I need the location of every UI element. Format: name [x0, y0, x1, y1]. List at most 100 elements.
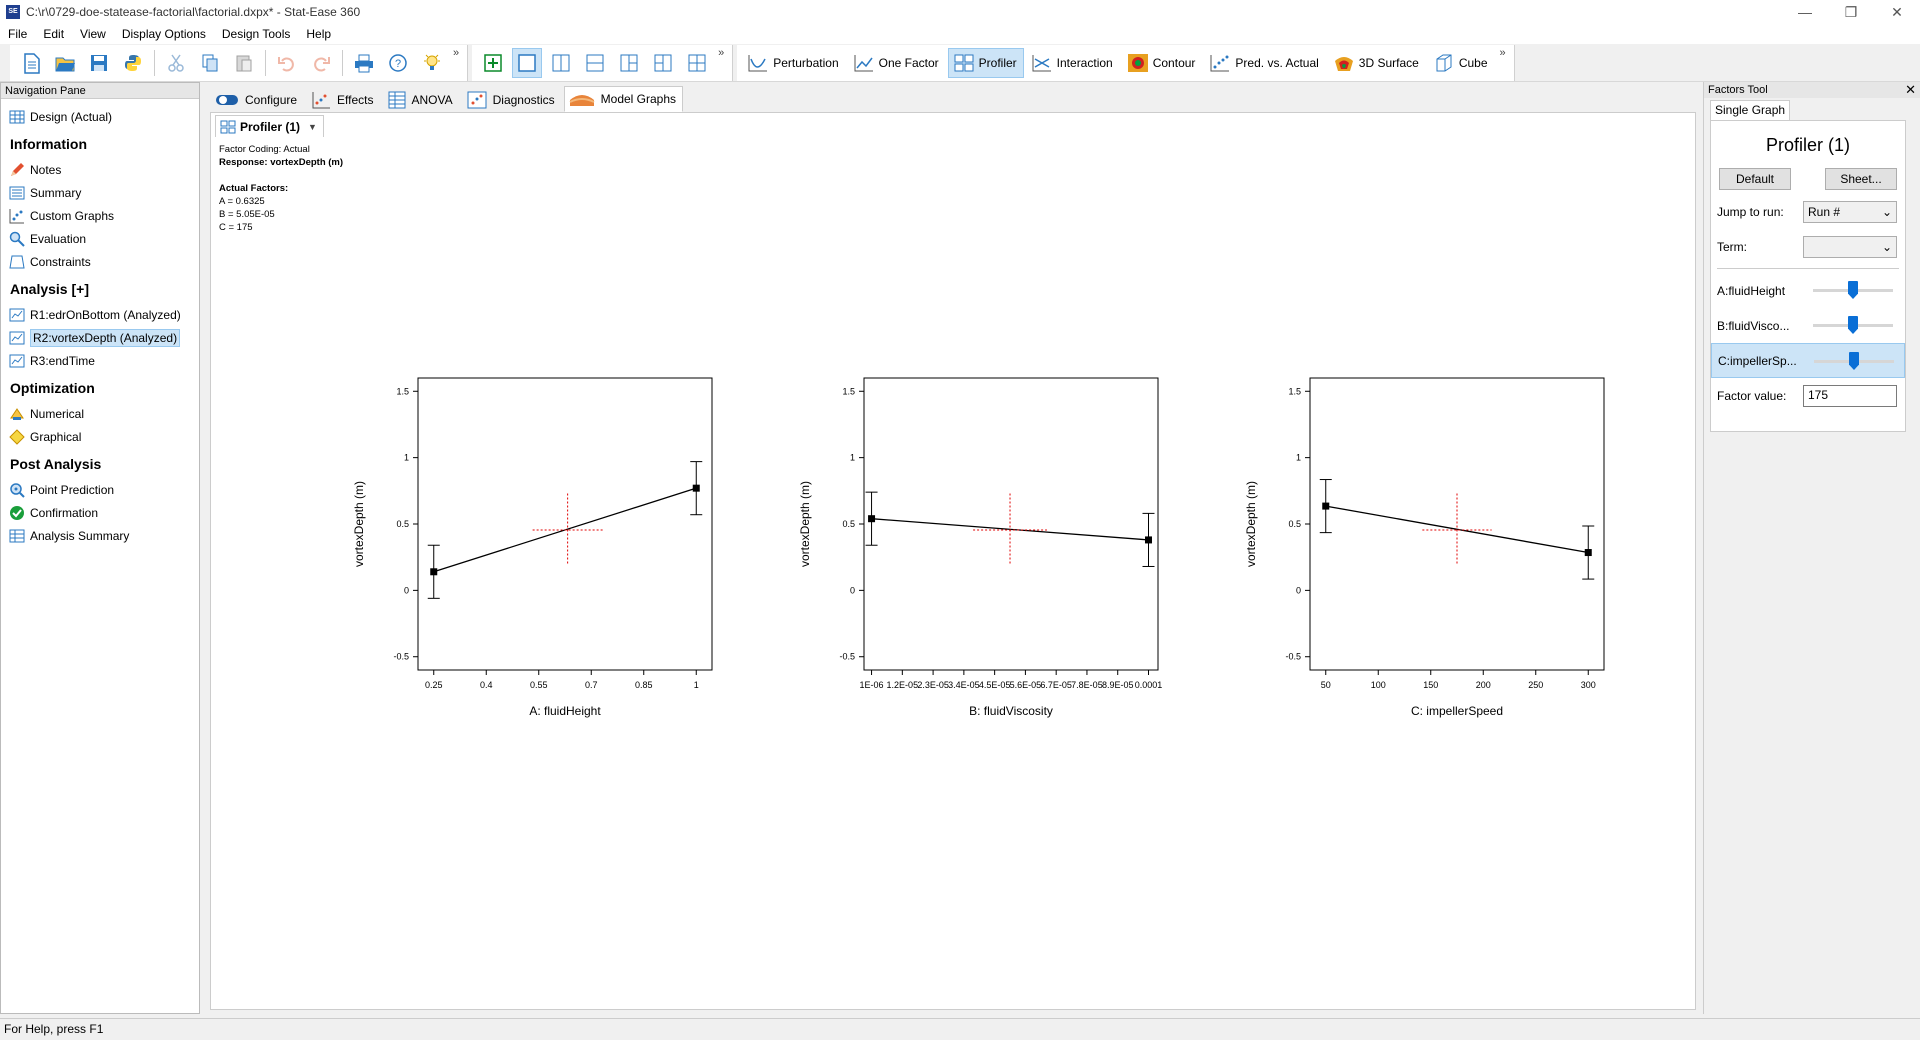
redo-icon[interactable] — [306, 48, 336, 78]
lightbulb-icon[interactable] — [417, 48, 447, 78]
nav-item-design[interactable]: Design (Actual) — [1, 105, 199, 128]
factor-value-input[interactable]: 175 — [1803, 384, 1897, 407]
save-icon[interactable] — [84, 48, 114, 78]
copy-icon[interactable] — [195, 48, 225, 78]
profiler-button[interactable]: Profiler — [947, 47, 1024, 78]
nav-item-r2[interactable]: R2:vortexDepth (Analyzed) — [1, 326, 199, 349]
tab-profiler-1[interactable]: Profiler (1) ▼ — [215, 115, 324, 137]
prediction-line — [871, 518, 1149, 541]
toolbar-overflow-icon[interactable]: » — [453, 46, 460, 59]
cut-icon[interactable] — [161, 48, 191, 78]
slider-thumb[interactable] — [1849, 352, 1859, 370]
title-bar: SE C:\r\0729-doe-statease-factorial\fact… — [0, 0, 1920, 24]
tab-single-graph[interactable]: Single Graph — [1710, 100, 1791, 120]
nav-item-numerical[interactable]: Numerical — [1, 402, 199, 425]
tab-anova[interactable]: ANOVA — [383, 88, 460, 112]
python-icon[interactable] — [118, 48, 148, 78]
y-tick-label: -0.5 — [839, 652, 855, 662]
x-axis-label: A: fluidHeight — [529, 704, 601, 718]
menu-view[interactable]: View — [80, 27, 106, 41]
term-select[interactable]: ⌄ — [1803, 235, 1897, 258]
slider-thumb[interactable] — [1848, 316, 1858, 334]
nav-item-label: Analysis Summary — [30, 528, 130, 543]
interaction-button[interactable]: Interaction — [1026, 48, 1120, 78]
new-file-icon[interactable] — [16, 48, 46, 78]
minimize-icon[interactable]: — — [1798, 4, 1812, 20]
menu-edit[interactable]: Edit — [43, 27, 65, 41]
restore-icon[interactable]: ❐ — [1844, 3, 1858, 20]
3d-surface-button[interactable]: 3D Surface — [1328, 48, 1426, 78]
anova-table-icon — [388, 91, 405, 109]
tab-label: Effects — [337, 93, 374, 107]
toolbar-separator — [265, 49, 266, 76]
factor-row-a[interactable]: A:fluidHeight — [1711, 273, 1905, 308]
list-icon — [9, 185, 25, 201]
undo-icon[interactable] — [272, 48, 302, 78]
tab-configure[interactable]: Configure — [210, 88, 304, 112]
slider-thumb[interactable] — [1848, 281, 1858, 299]
help-icon[interactable]: ? — [383, 48, 413, 78]
three-panel-alt-layout-icon[interactable] — [648, 48, 678, 78]
factor-slider-c[interactable] — [1814, 352, 1894, 370]
nav-item-notes[interactable]: Notes — [1, 158, 199, 181]
nav-item-r1[interactable]: R1:edrOnBottom (Analyzed) — [1, 303, 199, 326]
nav-section-post-analysis: Post Analysis — [10, 456, 102, 472]
cube-icon — [1436, 54, 1452, 71]
x-tick-label: 4.5E-05 — [979, 680, 1011, 690]
jump-to-run-select[interactable]: Run # ⌄ — [1803, 200, 1897, 223]
nav-item-point-prediction[interactable]: Point Prediction — [1, 478, 199, 501]
nav-section-analysis[interactable]: Analysis [+] — [10, 281, 89, 297]
pred-vs-actual-button[interactable]: Pred. vs. Actual — [1204, 48, 1325, 78]
constraint-shape-icon — [9, 254, 25, 270]
four-panel-layout-icon[interactable] — [682, 48, 712, 78]
three-panel-layout-icon[interactable] — [614, 48, 644, 78]
menu-design-tools[interactable]: Design Tools — [221, 27, 291, 41]
single-layout-icon[interactable] — [512, 47, 543, 78]
nav-item-custom-graphs[interactable]: Custom Graphs — [1, 204, 199, 227]
interaction-icon — [1032, 54, 1051, 71]
close-icon[interactable]: ✕ — [1891, 3, 1903, 20]
x-tick-label: 6.7E-05 — [1040, 680, 1072, 690]
open-folder-icon[interactable] — [50, 48, 80, 78]
factor-row-c[interactable]: C:impellerSp... — [1711, 343, 1905, 378]
nav-item-confirmation[interactable]: Confirmation — [1, 501, 199, 524]
factor-row-b[interactable]: B:fluidVisco... — [1711, 308, 1905, 343]
tab-effects[interactable]: Effects — [306, 88, 380, 112]
menu-help[interactable]: Help — [306, 27, 332, 41]
factor-slider-b[interactable] — [1813, 316, 1893, 334]
x-tick-label: 1E-06 — [860, 680, 884, 690]
nav-item-analysis-summary[interactable]: Analysis Summary — [1, 524, 199, 547]
nav-item-evaluation[interactable]: Evaluation — [1, 227, 199, 250]
nav-item-r3[interactable]: R3:endTime — [1, 349, 199, 372]
close-icon[interactable]: ✕ — [1905, 82, 1916, 97]
graph-info: Factor Coding: Actual Response: vortexDe… — [219, 143, 343, 234]
menu-display-options[interactable]: Display Options — [121, 27, 206, 41]
nav-item-constraints[interactable]: Constraints — [1, 250, 199, 273]
chevron-down-icon[interactable]: ▼ — [308, 121, 317, 132]
x-tick-label: 0.4 — [480, 680, 493, 690]
two-row-layout-icon[interactable] — [580, 48, 610, 78]
toolbar-overflow-icon[interactable]: » — [718, 46, 725, 59]
menu-file[interactable]: File — [8, 27, 28, 41]
tab-diagnostics[interactable]: Diagnostics — [462, 88, 562, 112]
data-point — [868, 515, 876, 523]
x-axis-label: B: fluidViscosity — [969, 704, 1053, 718]
sheet-button[interactable]: Sheet... — [1825, 168, 1897, 190]
print-icon[interactable] — [349, 48, 379, 78]
factor-slider-a[interactable] — [1813, 281, 1893, 299]
tab-model-graphs[interactable]: Model Graphs — [563, 86, 684, 112]
pred-vs-actual-label: Pred. vs. Actual — [1235, 55, 1319, 70]
contour-button[interactable]: Contour — [1122, 48, 1203, 78]
x-tick-label: 50 — [1321, 680, 1331, 690]
default-button[interactable]: Default — [1719, 168, 1791, 190]
two-column-layout-icon[interactable] — [546, 48, 576, 78]
nav-item-graphical[interactable]: Graphical — [1, 425, 199, 448]
one-factor-button[interactable]: One Factor — [848, 48, 946, 78]
paste-icon[interactable] — [229, 48, 259, 78]
toolbar-overflow-icon[interactable]: » — [1499, 46, 1506, 59]
x-tick-label: 2.3E-05 — [917, 680, 949, 690]
add-graph-icon[interactable] — [478, 48, 508, 78]
nav-item-summary[interactable]: Summary — [1, 181, 199, 204]
cube-button[interactable]: Cube — [1428, 48, 1495, 78]
perturbation-button[interactable]: Perturbation — [742, 48, 845, 78]
